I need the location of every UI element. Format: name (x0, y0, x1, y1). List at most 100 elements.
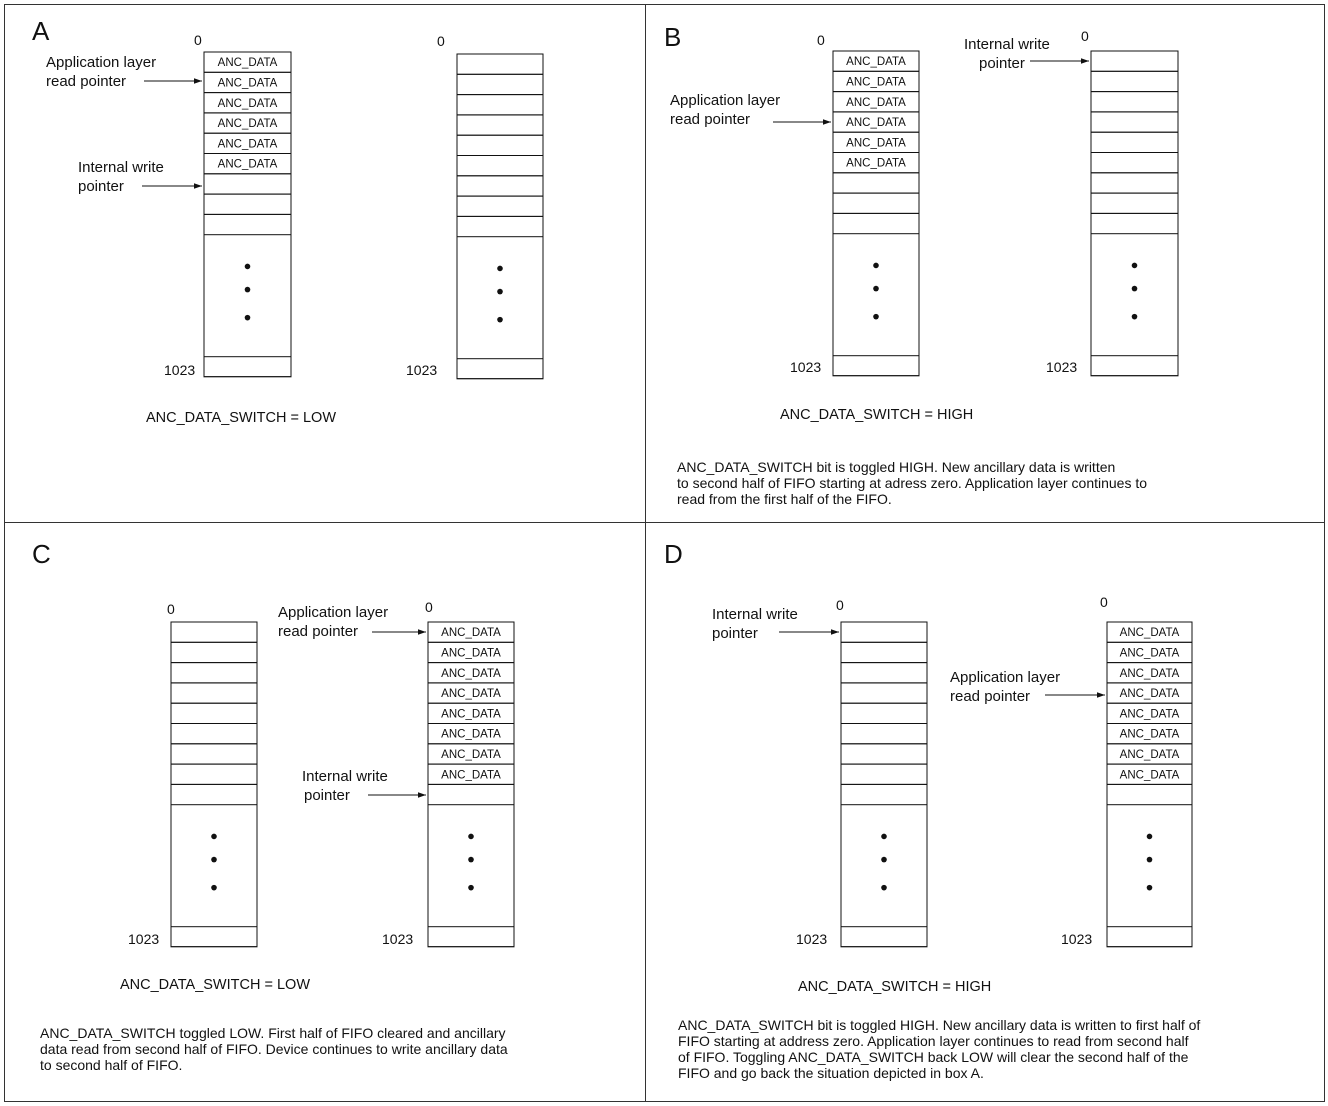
read-pointer-label-line1: Application layer (278, 604, 388, 621)
write-pointer-label-line1: Internal write (78, 159, 164, 176)
memory-cell (456, 215, 544, 238)
memory-cell (170, 783, 258, 806)
last-memory-cell (427, 926, 515, 948)
fifo-first-half (170, 621, 258, 948)
memory-cell (427, 783, 515, 806)
anc-data-label: ANC_DATA (441, 688, 501, 700)
anc-data-label: ANC_DATA (1120, 688, 1180, 700)
write-pointer-label-line2: pointer (979, 55, 1025, 72)
fifo-second-half: ANC_DATA ANC_DATA ANC_DATA ANC_DATA ANC_DATA… (1106, 621, 1193, 948)
top-address-label: 0 (425, 599, 433, 615)
write-pointer-label-line2: pointer (712, 625, 758, 642)
fifo-second-half: ANC_DATA ANC_DATA ANC_DATA ANC_DATA ANC_DATA… (427, 621, 515, 948)
description-line: ANC_DATA_SWITCH bit is toggled HIGH. New… (677, 459, 1116, 475)
top-address-label: 0 (194, 32, 202, 48)
panel-b-description: ANC_DATA_SWITCH bit is toggled HIGH. New… (677, 459, 1317, 507)
anc-data-label: ANC_DATA (218, 57, 278, 69)
description-line: read from the first half of the FIFO. (677, 491, 892, 507)
panel-a: A ANC_DATAANC_DATAANC_DATAANC_DATAANC_DA… (32, 16, 544, 426)
ellipsis-dot (1146, 856, 1153, 863)
switch-state-label: ANC_DATA_SWITCH = LOW (146, 410, 336, 426)
description-line: FIFO and go back the situation depicted … (678, 1065, 984, 1081)
ellipsis-dot (1131, 262, 1138, 269)
read-pointer-label-line1: Application layer (46, 54, 156, 71)
last-memory-cell (832, 355, 920, 377)
bottom-address-label: 1023 (796, 931, 827, 947)
switch-state-label: ANC_DATA_SWITCH = HIGH (780, 407, 973, 423)
anc-data-label: ANC_DATA (1120, 627, 1180, 639)
read-pointer: Application layer read pointer (950, 669, 1105, 705)
panel-d: D ANC_DATAANC_DATAANC_DATAANC_DATAANC_DA… (664, 539, 1193, 995)
ellipsis-dot (497, 265, 503, 272)
last-memory-cell (1090, 355, 1179, 377)
anc-data-label: ANC_DATA (846, 137, 906, 149)
last-memory-cell (203, 356, 292, 378)
write-pointer: Internal write pointer (712, 606, 839, 642)
memory-cell (1106, 783, 1193, 806)
anc-data-label: ANC_DATA (441, 647, 501, 659)
anc-data-label: ANC_DATA (846, 158, 906, 170)
anc-data-label: ANC_DATA (846, 97, 906, 109)
anc-data-label: ANC_DATA (1120, 668, 1180, 680)
switch-state-label: ANC_DATA_SWITCH = LOW (120, 977, 310, 993)
fifo-second-half (1090, 50, 1179, 377)
top-address-label: 0 (437, 33, 445, 49)
description-line: ANC_DATA_SWITCH bit is toggled HIGH. New… (678, 1017, 1201, 1033)
read-pointer-label-line1: Application layer (950, 669, 1060, 686)
anc-data-label: ANC_DATA (1120, 647, 1180, 659)
last-memory-cell (170, 926, 258, 948)
anc-data-label: ANC_DATA (441, 627, 501, 639)
anc-data-label: ANC_DATA (441, 769, 501, 781)
ellipsis-dot (244, 263, 251, 270)
panel-d-description: ANC_DATA_SWITCH bit is toggled HIGH. New… (678, 1017, 1323, 1081)
anc-data-label: ANC_DATA (218, 138, 278, 150)
read-pointer-label-line2: read pointer (950, 688, 1030, 705)
ellipsis-dot (211, 833, 217, 840)
ellipsis-dot (244, 286, 251, 293)
anc-data-label: ANC_DATA (1120, 729, 1180, 741)
description-line: to second half of FIFO starting at adres… (677, 475, 1148, 491)
anc-data-label: ANC_DATA (846, 56, 906, 68)
panel-letter: D (664, 539, 683, 569)
panel-c-description: ANC_DATA_SWITCH toggled LOW. First half … (40, 1025, 640, 1073)
read-pointer-label-line2: read pointer (670, 111, 750, 128)
bottom-address-label: 1023 (406, 362, 437, 378)
memory-cell (1090, 212, 1179, 235)
fifo-first-half (840, 621, 928, 948)
bottom-address-label: 1023 (1061, 931, 1092, 947)
last-memory-cell (840, 926, 928, 948)
ellipsis-dot (881, 833, 887, 840)
read-pointer: Application layer read pointer (46, 54, 202, 90)
read-pointer-label-line2: read pointer (278, 623, 358, 640)
ellipsis-dot (1146, 884, 1153, 891)
write-pointer-label-line1: Internal write (712, 606, 798, 623)
ellipsis-dot (497, 316, 503, 323)
ellipsis-dot (468, 833, 474, 840)
fifo-first-half: ANC_DATA ANC_DATA ANC_DATA ANC_DATA ANC_DATA… (832, 50, 920, 377)
bottom-address-label: 1023 (790, 359, 821, 375)
write-pointer: Internal write pointer (302, 768, 426, 804)
anc-data-label: ANC_DATA (218, 118, 278, 130)
write-pointer: Internal write pointer (964, 36, 1089, 72)
memory-cell (840, 783, 928, 806)
anc-data-label: ANC_DATA (846, 76, 906, 88)
ellipsis-dot (244, 314, 251, 321)
bottom-address-label: 1023 (1046, 359, 1077, 375)
write-pointer-label-line1: Internal write (964, 36, 1050, 53)
read-pointer: Application layer read pointer (278, 604, 426, 640)
write-pointer: Internal write pointer (78, 159, 202, 195)
bottom-address-label: 1023 (128, 931, 159, 947)
memory-cell (832, 212, 920, 235)
anc-data-label: ANC_DATA (441, 729, 501, 741)
top-address-label: 0 (1081, 28, 1089, 44)
read-pointer-label-line2: read pointer (46, 73, 126, 90)
bottom-address-label: 1023 (382, 931, 413, 947)
description-line: to second half of FIFO. (40, 1057, 183, 1073)
read-pointer-label-line1: Application layer (670, 92, 780, 109)
panel-letter: C (32, 539, 51, 569)
bottom-address-label: 1023 (164, 362, 195, 378)
top-address-label: 0 (167, 601, 175, 617)
fifo-second-half (456, 53, 544, 380)
ellipsis-dot (1131, 285, 1138, 292)
ellipsis-dot (873, 262, 879, 269)
